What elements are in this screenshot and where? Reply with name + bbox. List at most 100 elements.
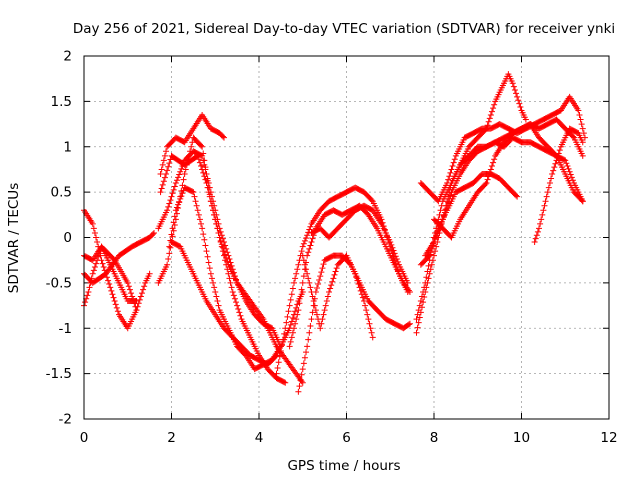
data-point <box>180 160 187 167</box>
data-point <box>286 302 293 309</box>
data-point <box>393 256 400 263</box>
grid-lines <box>84 56 609 419</box>
data-point <box>228 284 235 291</box>
data-point <box>423 284 430 291</box>
data-point <box>320 311 327 318</box>
data-point <box>172 216 179 223</box>
data-point <box>540 207 547 214</box>
data-point <box>146 270 153 277</box>
data-point <box>414 324 421 331</box>
data-point <box>99 260 106 267</box>
data-point <box>303 349 310 356</box>
data-point <box>231 295 238 302</box>
data-point <box>173 204 180 211</box>
plot-border <box>83 55 610 420</box>
data-point <box>451 156 458 163</box>
data-point <box>289 315 296 322</box>
data-point <box>357 287 364 294</box>
data-point <box>296 300 303 307</box>
data-point <box>159 181 166 188</box>
data-point <box>355 281 362 288</box>
data-point <box>308 316 315 323</box>
data-point <box>426 270 433 277</box>
data-point <box>450 159 457 166</box>
data-point <box>301 354 308 361</box>
data-point <box>273 370 280 377</box>
y-tick-label: 1.5 <box>51 94 72 110</box>
data-point <box>213 293 220 300</box>
data-point <box>441 207 448 214</box>
data-point <box>308 239 315 246</box>
series-arc-12 <box>286 202 413 350</box>
data-point <box>356 284 363 291</box>
data-point <box>289 285 296 292</box>
data-point <box>417 309 424 316</box>
data-point <box>353 274 360 281</box>
data-point <box>549 170 556 177</box>
data-point <box>299 366 306 373</box>
data-point <box>327 285 334 292</box>
data-point <box>90 267 97 274</box>
data-point <box>292 275 299 282</box>
data-point <box>205 259 212 266</box>
data-point <box>235 305 242 312</box>
data-point <box>554 153 561 160</box>
data-point <box>193 202 200 209</box>
data-point <box>282 325 289 332</box>
data-point <box>172 180 179 187</box>
data-point <box>326 288 332 295</box>
data-point <box>291 325 297 332</box>
series-arc-15 <box>308 202 411 286</box>
data-point <box>312 307 319 314</box>
data-point <box>387 239 394 246</box>
data-point <box>138 290 145 297</box>
data-point <box>514 193 521 200</box>
data-point <box>432 236 439 243</box>
data-point <box>449 163 456 170</box>
data-point <box>288 334 295 341</box>
data-point <box>539 211 546 218</box>
data-point <box>198 142 205 149</box>
data-point <box>289 329 296 336</box>
data-point <box>212 216 219 223</box>
data-point <box>300 360 307 367</box>
data-point <box>189 139 196 146</box>
data-point <box>173 177 180 184</box>
data-point <box>94 239 101 246</box>
data-point <box>199 143 206 150</box>
data-point <box>331 271 338 278</box>
y-axis-label: SDTVAR / TECUs <box>6 183 22 293</box>
data-point <box>363 307 370 314</box>
data-point <box>513 90 520 97</box>
data-point <box>330 275 337 282</box>
data-point <box>89 270 96 277</box>
data-point <box>234 302 241 309</box>
data-point <box>556 147 563 154</box>
x-tick-label: 6 <box>342 430 351 446</box>
data-point <box>215 229 222 236</box>
data-point <box>200 231 207 238</box>
data-point <box>286 343 293 350</box>
data-point <box>215 302 222 309</box>
data-point <box>213 220 220 227</box>
data-point <box>295 388 302 395</box>
data-point <box>214 298 221 305</box>
data-point <box>543 193 550 200</box>
data-point <box>300 273 307 280</box>
data-point <box>299 243 306 250</box>
data-point <box>114 308 121 315</box>
data-point <box>128 290 135 297</box>
data-point <box>285 308 292 315</box>
data-point <box>85 288 92 295</box>
data-point <box>305 275 312 282</box>
data-point <box>278 342 285 349</box>
data-point <box>425 262 432 269</box>
data-point <box>486 169 493 176</box>
data-point <box>295 261 302 268</box>
data-point <box>206 191 213 198</box>
data-point <box>569 133 576 140</box>
data-point <box>176 171 183 178</box>
data-point <box>149 231 156 238</box>
data-point <box>187 148 194 155</box>
data-point <box>200 169 207 176</box>
